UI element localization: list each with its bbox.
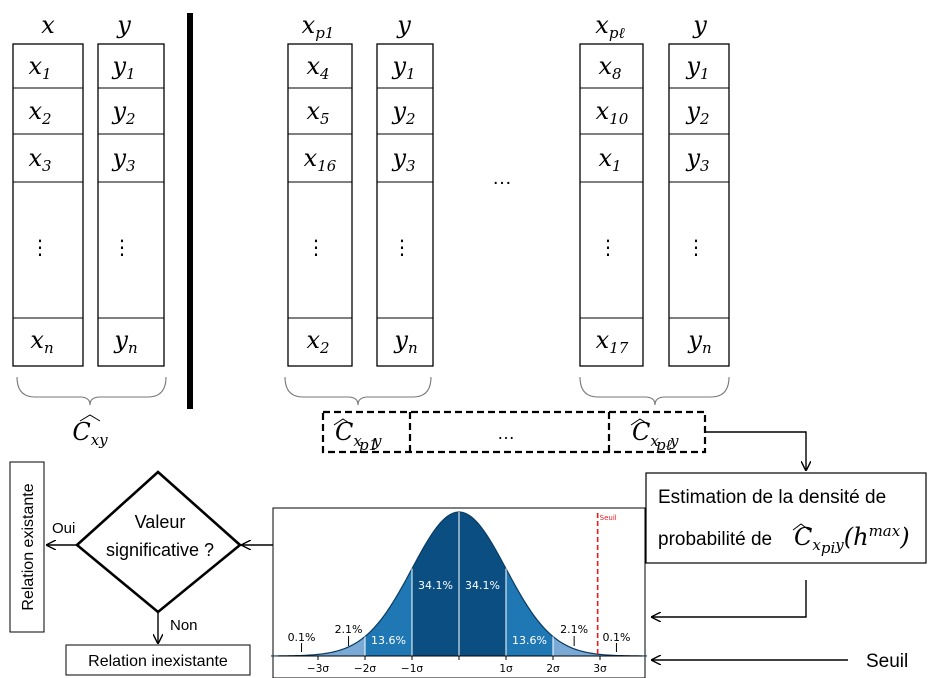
label-c-xp1y: Cx [335, 418, 362, 450]
column-y-perm-1: y1 y2 y3 ⋮ yn [376, 43, 434, 367]
label-non: Non [170, 617, 198, 634]
x-tick-label: −2σ [354, 663, 376, 675]
cell-vdots: ⋮ [686, 235, 706, 259]
brace-original [16, 376, 167, 406]
separator-bar [187, 13, 193, 409]
relation-inexistante-text: Relation inexistante [88, 653, 228, 670]
band-percent-label: 0.1% [288, 631, 316, 644]
dashed-ellipsis: … [497, 423, 515, 443]
cell-yn: yn [393, 326, 417, 357]
x-tick-label: −1σ [401, 663, 423, 675]
cell-y3: y3 [111, 144, 135, 175]
normal-distribution-chart: −3σ −2σ −1σ 1σ 2σ 3σ 0.1% 2.1% 13.6% 34.1% 34.1% 13… [270, 507, 648, 678]
label-c-xply-subsub: pℓ [656, 436, 672, 454]
cell-x17: x17 [596, 326, 629, 357]
cell-vdots: ⋮ [598, 235, 618, 259]
label-oui: Oui [52, 520, 75, 537]
box-relation-existante: Relation existante [9, 461, 45, 633]
column-x-perm-l: x8 x10 x1 ⋮ x17 [579, 43, 644, 367]
band-percent-label: 13.6% [371, 634, 406, 647]
hat-accent [792, 523, 810, 531]
band-percent-label: 2.1% [335, 623, 363, 636]
hat-accent [630, 418, 650, 426]
estimation-line-1: Estimation de la densité de [658, 487, 886, 508]
band-percent-label: 0.1% [602, 631, 630, 644]
header-x-p1: xp1 [302, 11, 335, 42]
cell-x16: x16 [304, 144, 337, 175]
cell-x1: x1 [598, 144, 621, 175]
column-x-original: x1 x2 x3 ⋮ xn [12, 43, 84, 367]
cell-y1: y1 [111, 52, 135, 83]
x-tick-label: 1σ [499, 663, 513, 675]
cell-xn: xn [30, 326, 53, 357]
decision-line-1: Valeur [135, 512, 186, 532]
estimation-formula: Cxpiy(hmax) [794, 522, 910, 557]
hat-accent [79, 414, 101, 422]
estimation-line-2: probabilité de [658, 529, 772, 550]
column-group-original: x y x1 x2 x3 ⋮ xn y1 y2 y3 ⋮ yn [12, 11, 167, 449]
band-percent-label: 34.1% [465, 579, 500, 592]
cell-x2: x2 [28, 97, 51, 128]
brace-perm-1 [284, 376, 432, 406]
cell-vdots: ⋮ [392, 235, 412, 259]
cell-x1: x1 [28, 52, 51, 83]
distribution-band [553, 636, 600, 656]
brace-perm-l [579, 376, 730, 406]
decision-diamond: Valeur significative ? [75, 470, 243, 614]
cell-y2: y2 [111, 97, 135, 128]
band-percent-label: 2.1% [560, 623, 588, 636]
band-percent-label: 13.6% [512, 634, 547, 647]
ellipsis-permutations: … [492, 167, 512, 189]
estimation-box: Estimation de la densité de probabilité … [645, 472, 927, 564]
permuted-statistics-box: Cx p1 y … Cx pℓ y [321, 410, 707, 454]
cell-yn: yn [687, 326, 711, 357]
label-c-xply: Cx [632, 418, 659, 450]
cell-x5: x5 [306, 97, 329, 128]
threshold-label: Seuil [600, 514, 617, 522]
column-y-original: y1 y2 y3 ⋮ yn [97, 43, 165, 367]
hat-accent [333, 418, 353, 426]
x-tick-label: 2σ [546, 663, 560, 675]
cell-x10: x10 [596, 97, 629, 128]
arrow-to-distribution [652, 580, 807, 617]
band-percent-label: 34.1% [418, 579, 453, 592]
box-relation-inexistante: Relation inexistante [65, 644, 251, 676]
label-c-xy: Cxy [72, 418, 108, 449]
label-c-xply-y: y [669, 432, 679, 450]
column-group-permutation-l: xpℓ y x8 x10 x1 ⋮ x17 y1 y2 y3 ⋮ yn [579, 11, 730, 406]
header-y: y [692, 11, 707, 39]
cell-y1: y1 [685, 52, 709, 83]
cell-x3: x3 [28, 144, 51, 175]
column-x-perm-1: x4 x5 x16 ⋮ x2 [287, 43, 353, 367]
seuil-label: Seuil [866, 651, 908, 672]
cell-y1: y1 [391, 52, 415, 83]
cell-x8: x8 [598, 52, 621, 83]
column-y-perm-l: y1 y2 y3 ⋮ yn [668, 43, 730, 367]
relation-existante-text: Relation existante [20, 483, 37, 610]
arrow-to-estimation [705, 431, 806, 470]
distribution-band [318, 636, 365, 656]
cell-y2: y2 [391, 97, 415, 128]
decision-line-2: significative ? [106, 540, 214, 560]
cell-x4: x4 [306, 52, 329, 83]
label-c-xp1y-subsub: p1 [359, 436, 378, 454]
cell-y3: y3 [391, 144, 415, 175]
cell-vdots: ⋮ [306, 235, 326, 259]
header-y: y [396, 11, 411, 39]
column-group-permutation-1: xp1 y x4 x5 x16 ⋮ x2 y1 y2 y3 ⋮ yn [284, 11, 434, 406]
header-y: y [116, 11, 131, 39]
label-c-xp1y-y: y [372, 432, 382, 450]
x-tick-label: 3σ [593, 663, 607, 675]
cell-vdots: ⋮ [112, 235, 132, 259]
cell-vdots: ⋮ [30, 235, 50, 259]
cell-yn: yn [113, 326, 137, 357]
cell-y2: y2 [685, 97, 709, 128]
x-tick-label: −3σ [307, 663, 329, 675]
cell-x2: x2 [306, 326, 329, 357]
header-x: x [41, 11, 55, 39]
cell-y3: y3 [685, 144, 709, 175]
header-x-pl: xpℓ [595, 11, 624, 42]
curve-layer: −3σ −2σ −1σ 1σ 2σ 3σ 0.1% 2.1% 13.6% 34.1% 34.1% 13… [270, 511, 648, 675]
